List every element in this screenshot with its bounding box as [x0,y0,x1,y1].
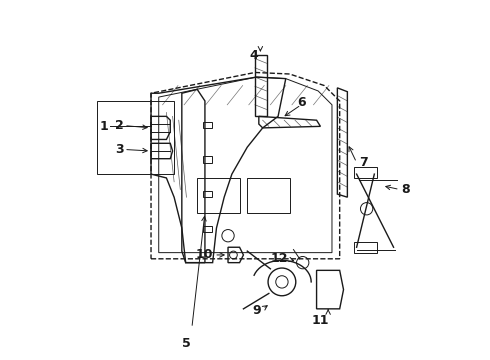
Bar [203,226,212,232]
Bar [97,101,174,174]
Bar [203,191,212,197]
Text: 4: 4 [250,49,259,62]
Text: 11: 11 [312,314,329,327]
Text: 9: 9 [252,304,261,317]
Text: 12: 12 [270,252,288,265]
Bar [203,156,212,163]
Text: 5: 5 [182,337,191,350]
Bar [197,178,240,213]
Text: 6: 6 [297,96,306,109]
Text: 8: 8 [401,183,410,196]
Text: 3: 3 [115,143,123,156]
Bar [354,242,377,253]
Text: 10: 10 [195,248,213,261]
Text: 1: 1 [99,120,108,133]
Text: 2: 2 [115,119,123,132]
Bar [247,178,290,213]
Bar [203,122,212,128]
Bar [354,167,377,178]
Text: 7: 7 [359,156,368,169]
